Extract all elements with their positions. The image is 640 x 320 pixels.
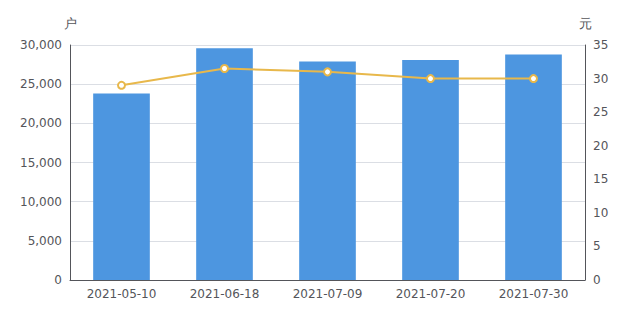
svg-text:20,000: 20,000 bbox=[20, 116, 62, 130]
svg-text:30,000: 30,000 bbox=[20, 38, 62, 52]
svg-text:15,000: 15,000 bbox=[20, 156, 62, 170]
svg-text:2021-06-18: 2021-06-18 bbox=[190, 287, 260, 301]
svg-text:2021-07-09: 2021-07-09 bbox=[293, 287, 363, 301]
svg-text:2021-07-20: 2021-07-20 bbox=[396, 287, 466, 301]
svg-text:10,000: 10,000 bbox=[20, 195, 62, 209]
svg-text:户: 户 bbox=[64, 16, 77, 31]
svg-text:5,000: 5,000 bbox=[28, 234, 62, 248]
svg-text:35: 35 bbox=[593, 38, 608, 52]
svg-text:2021-07-30: 2021-07-30 bbox=[499, 287, 569, 301]
svg-text:30: 30 bbox=[593, 72, 608, 86]
svg-text:20: 20 bbox=[593, 139, 608, 153]
svg-text:25: 25 bbox=[593, 105, 608, 119]
svg-text:0: 0 bbox=[593, 273, 601, 287]
svg-text:5: 5 bbox=[593, 239, 601, 253]
svg-text:0: 0 bbox=[54, 273, 62, 287]
svg-text:2021-05-10: 2021-05-10 bbox=[87, 287, 157, 301]
svg-text:10: 10 bbox=[593, 206, 608, 220]
svg-text:25,000: 25,000 bbox=[20, 77, 62, 91]
svg-text:元: 元 bbox=[579, 16, 592, 31]
svg-text:15: 15 bbox=[593, 172, 608, 186]
